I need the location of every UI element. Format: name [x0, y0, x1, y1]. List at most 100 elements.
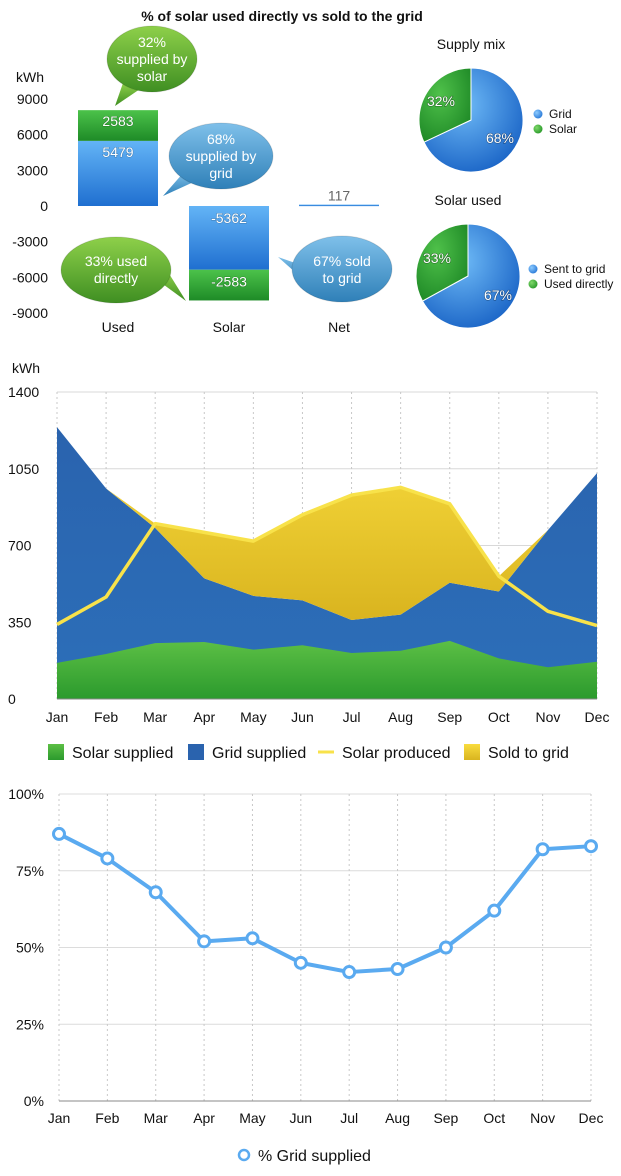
line-series-grid-supplied: [58, 832, 592, 975]
callout-body: [291, 235, 393, 303]
line-y-tick: 75%: [16, 863, 44, 879]
area-sold-to-grid: [57, 427, 597, 621]
area-x-tick: Jan: [46, 709, 69, 725]
area-legend-label: Solar produced: [342, 745, 451, 762]
area-legend-label: Solar supplied: [72, 745, 173, 762]
line-x-tick: Jul: [340, 1110, 358, 1126]
area-x-tick: Jul: [343, 709, 361, 725]
line-point-jul: [342, 965, 357, 980]
pie1-legend-dot: [533, 124, 543, 134]
line-chart: 100% 75% 50% 25% 0% Jan Feb Mar Apr May Jun Jul Aug…: [8, 786, 603, 1165]
line-point-sep: [438, 940, 453, 955]
pie2-value-label: 33%: [423, 250, 451, 266]
line-x-tick: Mar: [144, 1110, 168, 1126]
bar-x-tick: Net: [328, 319, 350, 335]
bar-y-tick: 0: [40, 198, 48, 214]
area-y-tick: 350: [8, 614, 32, 630]
bar-used-series-1: [78, 110, 158, 141]
bar-y-tick: -6000: [12, 269, 48, 285]
line-legend: % Grid supplied: [237, 1148, 371, 1165]
line-x-tick: Aug: [385, 1110, 410, 1126]
callout-text: solar: [137, 68, 168, 84]
line-point-feb: [100, 851, 115, 866]
bar-solar-series-0: [189, 206, 269, 270]
bar-data-label: 5479: [102, 144, 133, 160]
area-solar-supplied: [57, 640, 597, 699]
bar-data-label: -2583: [211, 274, 247, 290]
pie2-legend-dot: [528, 279, 538, 289]
area-x-tick: Nov: [535, 709, 560, 725]
area-y-tick: 1400: [8, 384, 39, 400]
area-x-tick: Dec: [585, 709, 610, 725]
pie1-title: Supply mix: [437, 36, 505, 52]
callout-text: 68%: [207, 131, 235, 147]
area-x-tick: Sep: [437, 709, 462, 725]
line-x-tick: Jan: [48, 1110, 71, 1126]
bar-data-label: 117: [328, 188, 351, 204]
line-point-dec: [584, 839, 598, 854]
bar-y-axis-label: kWh: [16, 69, 44, 85]
area-x-tick: Jun: [291, 709, 314, 725]
line-x-tick: Dec: [579, 1110, 604, 1126]
pie2-title: Solar used: [435, 192, 502, 208]
area-solar-produced-line: [56, 485, 598, 628]
line-x-tick: Nov: [530, 1110, 555, 1126]
pie1-value-label: 68%: [486, 130, 514, 146]
bar-x-tick: Solar: [213, 319, 246, 335]
area-x-tick: Mar: [143, 709, 167, 725]
callout-text: to grid: [323, 270, 362, 286]
pie2-legend-label: Used directly: [544, 277, 613, 291]
line-point-mar: [148, 885, 163, 900]
line-point-jan: [52, 826, 66, 841]
area-legend-label: Sold to grid: [488, 745, 569, 762]
area-legend-swatch: [48, 744, 64, 760]
area-grid-supplied: [57, 427, 597, 699]
line-legend-marker: [237, 1148, 251, 1162]
line-x-tick: Jun: [290, 1110, 313, 1126]
area-x-tick: May: [240, 709, 266, 725]
pie1-slice-grid: [423, 67, 524, 173]
bar-x-ticks: Used Solar Net: [102, 319, 350, 335]
bar-net-series-0: [299, 204, 379, 207]
line-y-tick: 100%: [8, 786, 44, 802]
line-grid: [58, 793, 592, 1102]
area-x-tick: Oct: [488, 709, 510, 725]
bar-data-label: 2583: [102, 113, 133, 129]
bar-data-label: -5362: [211, 210, 247, 226]
area-x-ticks: Jan Feb Mar Apr May Jun Jul Aug Sep Oct Nov Dec: [46, 709, 610, 725]
bar-x-tick: Used: [102, 319, 135, 335]
area-y-ticks: 1400 1050 700 350 0: [8, 384, 39, 707]
area-y-tick: 1050: [8, 461, 39, 477]
line-point-oct: [487, 903, 502, 918]
bar-y-tick: -9000: [12, 305, 48, 321]
callout-text: supplied by: [117, 51, 188, 67]
callout-body: [60, 236, 172, 304]
pie1-slices: 68% 32%: [418, 67, 524, 173]
callout-text: directly: [94, 270, 138, 286]
line-x-tick: Apr: [193, 1110, 215, 1126]
area-marks: [56, 427, 598, 700]
line-legend-label: % Grid supplied: [258, 1148, 371, 1165]
line-y-ticks: 100% 75% 50% 25% 0%: [8, 786, 44, 1109]
bar-y-tick: 9000: [17, 91, 48, 107]
callout-text: 32%: [138, 34, 166, 50]
line-marks: [52, 826, 598, 980]
line-y-tick: 50%: [16, 940, 44, 956]
pie1-legend-label: Grid: [549, 107, 572, 121]
bar-marks: 5479 2583 -5362 -2583 117: [78, 110, 379, 301]
pie2-slice-used-directly: [415, 223, 469, 302]
bar-chart: % of solar used directly vs sold to the …: [12, 8, 423, 335]
line-y-tick: 25%: [16, 1016, 44, 1032]
area-legend: Solar supplied Grid supplied Solar produce…: [48, 744, 569, 762]
line-point-jun: [293, 955, 308, 970]
bar-used-series-0: [78, 140, 158, 206]
callout-body: [106, 25, 198, 93]
pie1-value-label: 32%: [427, 93, 455, 109]
bar-y-tick: 3000: [17, 162, 48, 178]
pie1-legend-label: Solar: [549, 122, 577, 136]
